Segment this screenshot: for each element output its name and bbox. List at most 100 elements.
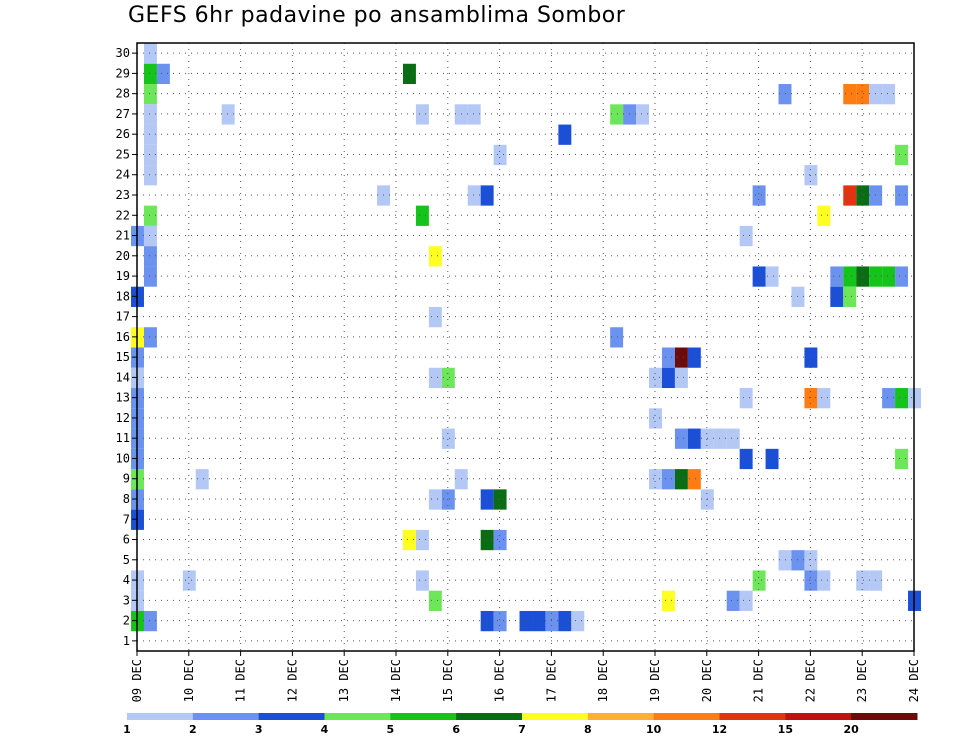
heatmap-cell: [661, 469, 675, 490]
colorbar-label: 1: [123, 723, 131, 736]
heatmap-cell: [895, 448, 909, 470]
heatmap-cell: [221, 104, 235, 125]
heatmap-cell: [415, 529, 429, 551]
y-tick-label: 19: [116, 269, 130, 283]
x-tick-label: 21 DEC: [752, 659, 766, 702]
plot-frame: [136, 42, 915, 652]
heatmap-cell: [519, 610, 533, 632]
colorbar-label: 6: [452, 723, 460, 736]
heatmap-cell: [778, 550, 792, 571]
heatmap-cell: [480, 185, 494, 206]
heatmap-cell: [869, 84, 883, 105]
heatmap-cell: [415, 205, 429, 226]
heatmap-cell: [895, 266, 909, 287]
heatmap-cell: [687, 347, 701, 368]
colorbar-swatch: [851, 713, 918, 720]
x-tick-label: 17 DEC: [544, 659, 558, 702]
colorbar-label: 12: [712, 723, 727, 736]
y-tick-label: 1: [123, 634, 130, 648]
colorbar-swatch: [127, 713, 194, 720]
x-tick-label: 19 DEC: [648, 659, 662, 702]
x-tick-label: 22 DEC: [803, 659, 817, 702]
heatmap-cell: [856, 570, 870, 591]
heatmap-cell: [830, 266, 844, 287]
heatmap-cell: [843, 84, 857, 105]
heatmap-cell: [817, 205, 831, 226]
heatmap-cell: [610, 104, 624, 125]
heatmap-cell: [610, 327, 624, 348]
y-tick-label: 8: [123, 492, 130, 506]
heatmap-cell: [558, 610, 572, 632]
colorbar-label: 2: [189, 723, 197, 736]
x-tick-label: 23 DEC: [855, 659, 869, 702]
y-tick-label: 14: [116, 370, 130, 384]
heatmap-cell: [713, 428, 727, 449]
colorbar-swatch: [522, 713, 589, 720]
y-tick-label: 10: [116, 451, 130, 465]
heatmap-cell: [791, 550, 805, 571]
heatmap-cell: [726, 428, 740, 449]
heatmap-cell: [428, 367, 442, 389]
y-tick-label: 15: [116, 350, 130, 364]
heatmap-cell: [143, 165, 157, 186]
x-tick-label: 13 DEC: [337, 659, 351, 702]
colorbar-swatch: [456, 713, 523, 720]
heatmap-cell: [402, 63, 416, 85]
heatmap-cell: [182, 570, 196, 591]
heatmap-cell: [726, 590, 740, 611]
heatmap-cell: [661, 347, 675, 368]
heatmap-cell: [739, 388, 753, 409]
y-tick-label: 20: [116, 249, 130, 263]
heatmap-cell: [571, 610, 585, 632]
heatmap-cell: [467, 104, 481, 125]
heatmap-cell: [895, 185, 909, 206]
y-tick-label: 3: [123, 593, 130, 607]
colorbar-swatch: [390, 713, 457, 720]
heatmap-cell: [532, 610, 546, 632]
y-tick-label: 4: [123, 573, 130, 587]
heatmap-cell: [480, 610, 494, 632]
heatmap-cell: [817, 570, 831, 591]
heatmap-cell: [856, 84, 870, 105]
colorbar-swatch: [719, 713, 786, 720]
heatmap-cell: [636, 104, 650, 125]
heatmap-cell: [687, 428, 701, 449]
x-tick-label: 09 DEC: [130, 659, 144, 702]
heatmap-cell: [143, 266, 157, 287]
y-tick-label: 12: [116, 411, 130, 425]
heatmap-cell: [843, 266, 857, 287]
heatmap-cell: [765, 266, 779, 287]
y-tick-label: 11: [116, 431, 130, 445]
heatmap-cell: [480, 489, 494, 510]
heatmap-cell: [143, 225, 157, 247]
y-tick-label: 13: [116, 391, 130, 405]
heatmap-cell: [674, 347, 688, 368]
heatmap-cell: [143, 124, 157, 145]
y-tick-label: 21: [116, 229, 130, 243]
colorbar-swatch: [653, 713, 720, 720]
colorbar-label: 20: [844, 723, 860, 736]
heatmap-cell: [843, 286, 857, 307]
x-tick-label: 24 DEC: [907, 659, 921, 702]
colorbar-swatch: [785, 713, 852, 720]
heatmap-cell: [441, 428, 455, 449]
heatmap-cell: [778, 84, 792, 105]
heatmap-cell: [674, 428, 688, 449]
colorbar-swatch: [587, 713, 655, 720]
heatmap-cell: [882, 266, 896, 287]
y-tick-label: 28: [116, 87, 130, 101]
y-tick-label: 25: [116, 147, 130, 161]
heatmap-cell: [817, 388, 831, 409]
heatmap-cell: [143, 84, 157, 105]
heatmap-cell: [143, 205, 157, 226]
heatmap-cell: [804, 388, 818, 409]
heatmap-cell: [428, 489, 442, 510]
heatmap-cell: [143, 104, 157, 125]
heatmap-cell: [143, 246, 157, 267]
heatmap-cell: [752, 266, 766, 287]
x-tick-label: 14 DEC: [389, 659, 403, 702]
heatmap-cell: [882, 388, 896, 409]
heatmap-cell: [493, 144, 507, 166]
y-tick-label: 17: [116, 310, 130, 324]
heatmap-cell: [480, 529, 494, 551]
